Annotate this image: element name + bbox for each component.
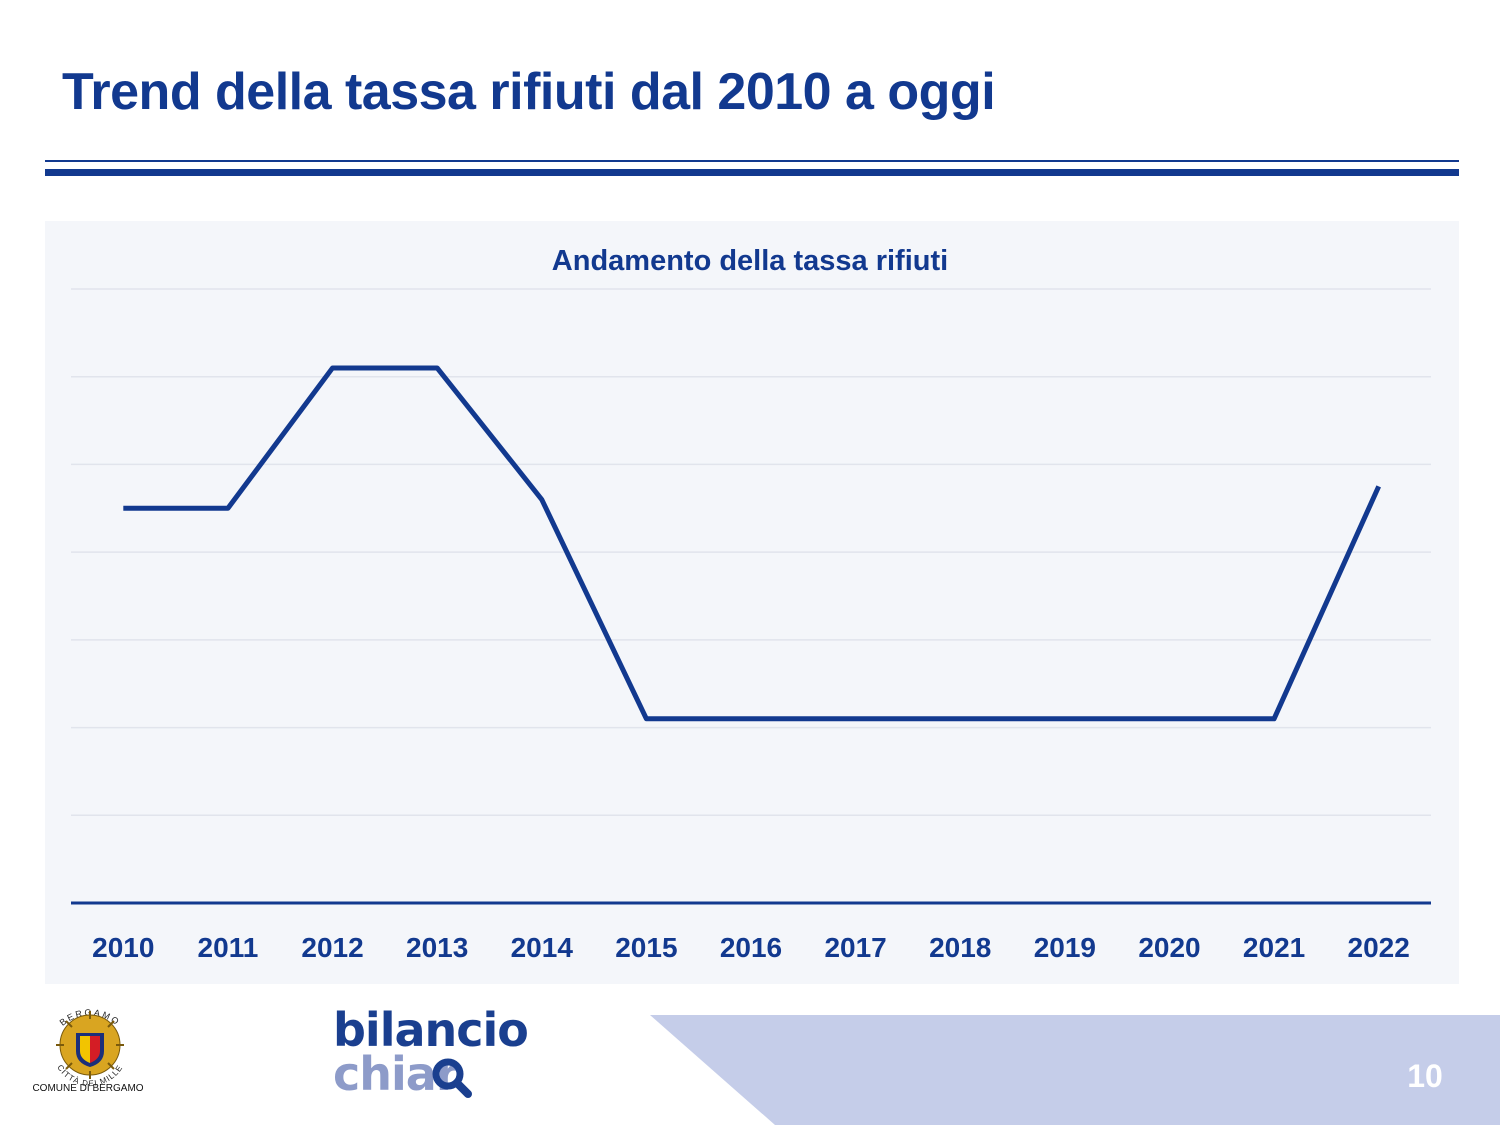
x-tick-label: 2017 (824, 932, 886, 963)
title-divider-thin (45, 160, 1459, 162)
slide-title: Trend della tassa rifiuti dal 2010 a ogg… (62, 63, 996, 121)
x-tick-label: 2012 (301, 932, 363, 963)
chart-title: Andamento della tassa rifiuti (551, 245, 949, 277)
chart-panel (45, 221, 1459, 984)
gridlines (71, 288, 1431, 817)
x-tick-labels: 2010 2011 2012 2013 2014 2015 2016 2017 2018 2019… (92, 932, 1410, 963)
x-tick-label: 2013 (406, 932, 468, 963)
x-tick-label: 2010 (92, 932, 154, 963)
x-tick-label: 2011 (198, 932, 259, 963)
series-lines (123, 365, 1381, 722)
x-tick-label: 2020 (1138, 932, 1200, 963)
brand-logo: bilancio chiar (333, 1003, 529, 1108)
x-tick-label: 2015 (615, 932, 677, 963)
x-tick-label: 2018 (929, 932, 991, 963)
x-tick-label: 2019 (1034, 932, 1096, 963)
title-divider-thick (45, 169, 1459, 176)
emblem-caption: COMUNE DI BERGAMO (32, 1083, 144, 1094)
series-line (123, 365, 1381, 722)
brand-line1: bilancio (333, 1003, 529, 1057)
x-tick-label: 2016 (720, 932, 782, 963)
x-tick-label: 2014 (511, 932, 574, 963)
city-emblem-icon: BERGAMO CITTÀ DEI MILLE (55, 1007, 124, 1088)
page-number: 10 (1407, 1058, 1443, 1094)
x-tick-label: 2022 (1348, 932, 1410, 963)
x-tick-label: 2021 (1243, 932, 1305, 963)
magnifier-icon (432, 1058, 472, 1098)
